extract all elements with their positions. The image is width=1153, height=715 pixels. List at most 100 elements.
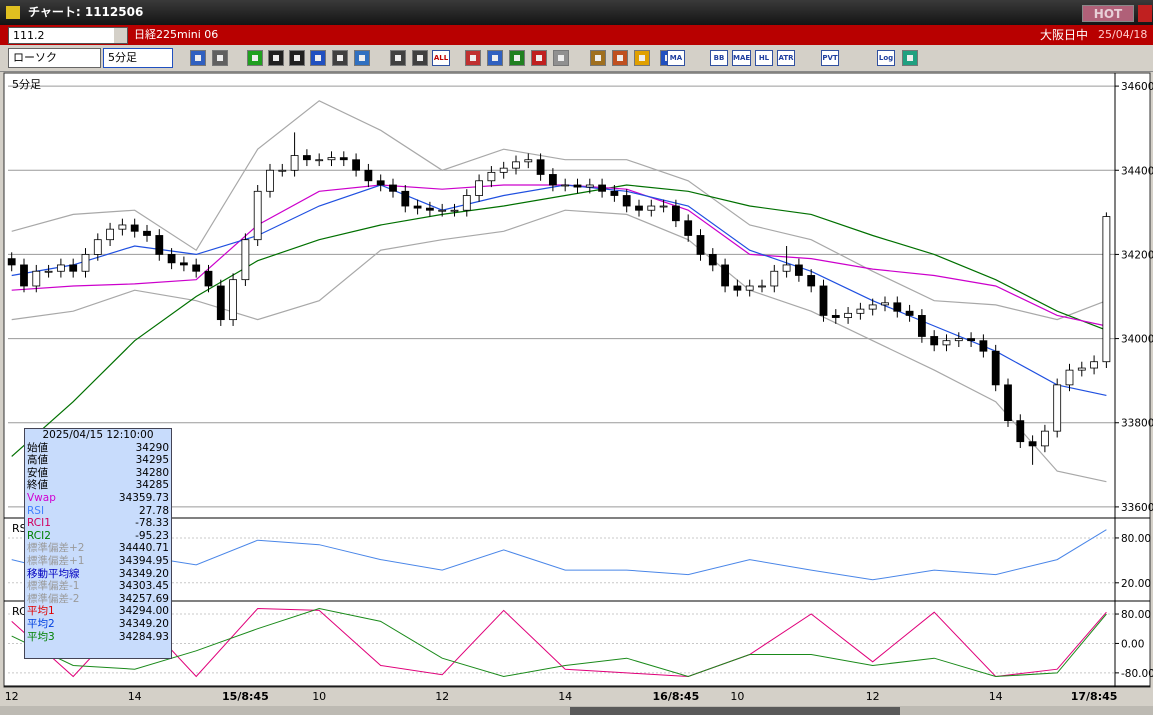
candle-body [401,190,410,207]
panel-label: RSI [27,504,45,517]
period-select[interactable]: 5分足 [103,48,173,68]
toolbar-icon[interactable] [612,50,628,66]
y-tick-label: 34400 [1121,165,1153,177]
candle-body [315,159,324,162]
toolbar-button[interactable]: MAE [732,50,752,66]
candle-body [758,285,766,288]
candle-body [733,285,742,291]
panel-label: 標準偏差-1 [27,580,80,593]
toolbar-icon[interactable] [412,50,428,66]
panel-label: 標準偏差+2 [27,542,85,555]
panel-label: RCI2 [27,529,51,542]
close-button[interactable] [1138,5,1152,22]
toolbar-button[interactable]: HL [755,50,773,66]
candle-body [770,270,779,287]
candle-body [81,254,90,272]
panel-label: 標準偏差+1 [27,554,85,567]
candle-body [93,239,102,255]
x-tick-label: 10 [312,690,326,703]
panel-value: 34359.73 [118,491,169,504]
toolbar-icon[interactable] [553,50,569,66]
candle-body [241,239,250,281]
panel-row: RCI1 -78.33 [25,517,171,530]
toolbar-icon[interactable] [902,50,918,66]
candle-body [389,184,397,192]
toolbar-icon[interactable] [289,50,305,66]
panel-value: 34284.93 [118,630,169,643]
candle-body [118,224,127,230]
scroll-thumb[interactable] [570,707,900,715]
toolbar-icon[interactable] [247,50,263,66]
toolbar-icon[interactable] [634,50,650,66]
candle-body [585,184,594,188]
toolbar-icon[interactable] [531,50,547,66]
panel-title: 5分足 [12,78,41,91]
candle-body [167,254,176,264]
panel-label: RCI1 [27,517,51,530]
x-tick-label: 17/8:45 [1071,690,1118,703]
candle-body [942,340,951,346]
candle-body [302,155,311,161]
panel-row: 標準偏差-1 34303.45 [25,580,171,593]
panel-row: 平均2 34349.20 [25,618,171,631]
toolbar-icon[interactable] [332,50,348,66]
y-tick-label: 34000 [1121,334,1153,346]
toolbar-icon[interactable] [465,50,481,66]
toolbar-icon[interactable] [390,50,406,66]
panel-row: RCI2 -95.23 [25,530,171,543]
panel-row: Vwap 34359.73 [25,492,171,505]
toolbar-icon[interactable] [590,50,606,66]
candle-body [622,195,631,207]
candle-body [573,184,582,188]
toolbar-icon[interactable] [354,50,370,66]
panel-row: 始値 34290 [25,442,171,455]
toolbar-button[interactable]: PVT [821,50,839,66]
panel-label: 平均1 [27,605,55,618]
toolbar-icon[interactable] [212,50,228,66]
chart-type-select[interactable]: ローソク [8,48,101,68]
toolbar-button[interactable]: Log [877,50,895,66]
indicator-line [11,529,1107,581]
panel-value: 34303.45 [118,580,169,593]
candle-body [462,195,471,211]
candle-body [635,205,643,211]
code-input[interactable]: 111.2 [8,27,128,44]
dropdown-arrow[interactable] [114,28,127,43]
candle-body [708,254,717,266]
toolbar-icon[interactable] [509,50,525,66]
toolbar-icon[interactable] [268,50,284,66]
candle-body [413,205,422,209]
candle-body [782,264,791,272]
toolbar-button[interactable]: MA [667,50,685,66]
candle-body [561,184,570,187]
toolbar-button[interactable]: ATR [777,50,795,66]
panel-value: 34295 [135,454,169,467]
x-tick-label: 15/8:45 [222,690,269,703]
candle-body [610,190,619,196]
candle-body [278,169,287,172]
panel-row: 平均1 34294.00 [25,605,171,618]
candle-body [106,228,114,241]
candle-body [967,338,975,342]
candle-body [807,275,816,287]
candle-body [352,159,360,171]
candle-body [204,270,213,287]
candle-body [684,220,693,236]
candle-body [512,161,520,169]
candle-body [20,264,28,287]
candle-body [1053,384,1062,432]
toolbar-button[interactable]: ALL [432,50,450,66]
toolbar-icon[interactable] [310,50,326,66]
candle-body [979,340,988,352]
candle-body [438,209,447,212]
panel-value: -95.23 [135,529,169,542]
candle-body [44,270,53,273]
toolbar-icon[interactable] [190,50,206,66]
session: 大阪日中 [1040,28,1089,42]
hot-button[interactable]: HOT [1082,5,1134,22]
toolbar-icon[interactable] [487,50,503,66]
x-tick-label: 14 [128,690,142,703]
toolbar-button[interactable]: BB [710,50,728,66]
candle-body [487,171,496,182]
y-tick-label: 34200 [1121,249,1153,261]
